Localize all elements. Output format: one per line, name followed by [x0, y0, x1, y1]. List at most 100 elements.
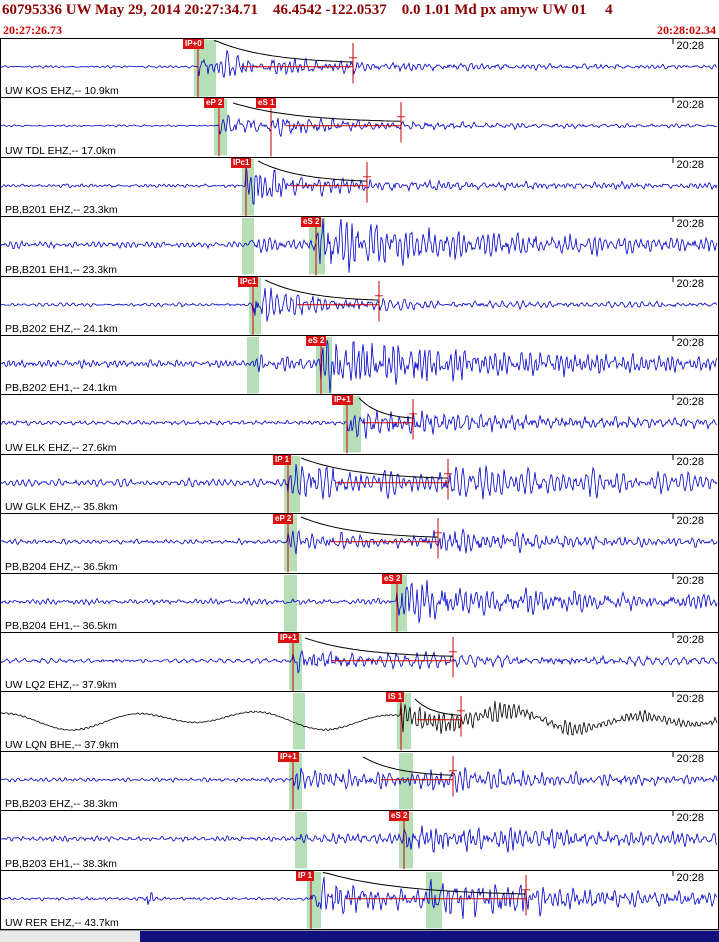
waveform-plot[interactable]	[1, 692, 718, 751]
waveform-plot[interactable]	[1, 454, 718, 514]
horizontal-scrollbar[interactable]	[0, 930, 719, 942]
pick-uncertainty-band	[194, 39, 216, 97]
trace-panel-8[interactable]: IP 1 UW GLK EHZ,-- 35.8km 20:28	[0, 454, 719, 515]
trace-panel-14[interactable]: eS 2 PB,B203 EH1,-- 38.3km 20:28	[0, 811, 719, 871]
trace-panel-13[interactable]: IP+1 PB,B203 EHZ,-- 38.3km 20:28	[0, 751, 719, 812]
pick-flag[interactable]: eS 1	[256, 98, 277, 109]
station-label: PB,B204 EH1,-- 36.5km	[5, 620, 118, 633]
trace-panel-5[interactable]: IPc1 PB,B202 EHZ,-- 24.1km 20:28	[0, 276, 719, 337]
pick-uncertainty-band	[214, 99, 227, 156]
waveform-plot[interactable]	[1, 39, 718, 98]
station-label: UW ELK EHZ,-- 27.6km	[5, 441, 117, 454]
pick-uncertainty-band	[284, 574, 297, 632]
waveform-plot[interactable]	[1, 514, 718, 573]
station-label: UW KOS EHZ,-- 10.9km	[5, 85, 119, 98]
waveform-plot[interactable]	[1, 336, 718, 395]
coda-decay-curve	[257, 160, 368, 182]
window-start-time: 20:27:26.73	[3, 23, 62, 37]
station-label: UW GLK EHZ,-- 35.8km	[5, 501, 118, 514]
coda-cross-marker	[444, 469, 452, 478]
pick-uncertainty-band	[249, 277, 261, 335]
event-summary-header: 60795336 UW May 29, 2014 20:27:34.71 46.…	[2, 2, 613, 18]
waveform-plot[interactable]	[1, 870, 718, 930]
pick-uncertainty-band	[391, 574, 407, 632]
station-label: PB,B203 EH1,-- 38.3km	[5, 857, 118, 870]
station-label: PB,B201 EHZ,-- 23.3km	[5, 204, 118, 217]
coda-cross-marker	[397, 113, 405, 122]
seismic-trace	[1, 410, 718, 440]
coda-decay-curve	[358, 398, 414, 420]
pick-flag[interactable]: IP+1	[278, 633, 299, 644]
waveform-plot[interactable]	[1, 157, 718, 217]
coda-cross-marker	[449, 766, 457, 775]
trace-panel-12[interactable]: iS 1 UW LQN BHE,-- 37.9km 20:28	[0, 692, 719, 752]
seismic-trace	[1, 579, 718, 623]
trace-panel-9[interactable]: eP 2 PB,B204 EHZ,-- 36.5km 20:28	[0, 514, 719, 574]
pick-uncertainty-band	[309, 218, 325, 275]
time-label: 20:28	[676, 634, 704, 647]
station-label: PB,B204 EHZ,-- 36.5km	[5, 560, 118, 573]
pick-flag[interactable]: IPc1	[238, 276, 259, 287]
time-label: 20:28	[676, 337, 704, 350]
coda-cross-marker	[349, 53, 357, 62]
trace-panel-2[interactable]: eP 2 eS 1 UW TDL EHZ,-- 17.0km 20:28	[0, 98, 719, 158]
station-label: PB,B201 EH1,-- 23.3km	[5, 263, 118, 276]
time-label: 20:28	[676, 158, 704, 171]
pick-flag[interactable]: eS 2	[389, 811, 410, 822]
seismic-trace	[1, 218, 718, 273]
coda-cross-marker	[457, 707, 465, 716]
time-label: 20:28	[676, 396, 704, 409]
trace-panel-11[interactable]: IP+1 UW LQ2 EHZ,-- 37.9km 20:28	[0, 633, 719, 693]
pick-flag[interactable]: iS 1	[386, 692, 405, 703]
time-label: 20:28	[676, 812, 704, 825]
waveform-plot[interactable]	[1, 276, 718, 336]
pick-uncertainty-band	[399, 812, 413, 869]
waveform-panel-stack: IP+0 UW KOS EHZ,-- 10.9km 20:28 eP 2 eS 1 UW …	[0, 38, 719, 931]
station-label: UW LQN BHE,-- 37.9km	[5, 738, 119, 751]
pick-flag[interactable]: eP 2	[273, 514, 294, 525]
pick-flag[interactable]: eS 2	[301, 217, 322, 228]
waveform-plot[interactable]	[1, 811, 718, 870]
trace-panel-6[interactable]: eS 2 PB,B202 EH1,-- 24.1km 20:28	[0, 336, 719, 396]
pick-flag[interactable]: IP+0	[183, 39, 204, 49]
trace-panel-15[interactable]: IP 1 UW RER EHZ,-- 43.7km 20:28	[0, 870, 719, 931]
pick-flag[interactable]: eS 2	[306, 336, 327, 347]
pick-flag[interactable]: IP+1	[278, 751, 299, 762]
time-label: 20:28	[676, 218, 704, 231]
time-label: 20:28	[676, 752, 704, 765]
coda-decay-curve	[300, 457, 449, 479]
trace-panel-3[interactable]: IPc1 PB,B201 EHZ,-- 23.3km 20:28	[0, 157, 719, 218]
pick-uncertainty-band	[284, 515, 297, 572]
waveform-plot[interactable]	[1, 633, 718, 692]
coda-decay-curve	[414, 699, 462, 717]
pick-flag[interactable]: IP+1	[332, 395, 353, 406]
pick-flag[interactable]: eS 2	[382, 573, 403, 584]
coda-cross-marker	[363, 172, 371, 181]
waveform-plot[interactable]	[1, 573, 718, 633]
pick-flag[interactable]: eP 2	[204, 98, 225, 109]
waveform-plot[interactable]	[1, 751, 718, 811]
seismic-trace	[1, 876, 718, 919]
pick-flag[interactable]: IP 1	[273, 454, 292, 465]
trace-panel-10[interactable]: eS 2 PB,B204 EH1,-- 36.5km 20:28	[0, 573, 719, 634]
station-label: UW LQ2 EHZ,-- 37.9km	[5, 679, 117, 692]
scrollbar-thumb[interactable]	[140, 931, 719, 942]
time-label: 20:28	[676, 693, 704, 706]
coda-decay-curve	[362, 756, 454, 776]
station-label: PB,B202 EH1,-- 24.1km	[5, 382, 118, 395]
seismic-trace	[1, 649, 718, 674]
pick-flag[interactable]: IPc1	[231, 157, 252, 168]
time-label: 20:28	[676, 455, 704, 468]
coda-decay-curve	[213, 40, 354, 63]
trace-panel-1[interactable]: IP+0 UW KOS EHZ,-- 10.9km 20:28	[0, 39, 719, 99]
trace-panel-7[interactable]: IP+1 UW ELK EHZ,-- 27.6km 20:28	[0, 395, 719, 455]
coda-decay-curve	[322, 871, 527, 895]
waveform-plot[interactable]	[1, 217, 718, 276]
time-label: 20:28	[676, 574, 704, 587]
station-label: UW TDL EHZ,-- 17.0km	[5, 144, 116, 157]
coda-decay-curve	[264, 279, 380, 301]
trace-panel-4[interactable]: eS 2 PB,B201 EH1,-- 23.3km 20:28	[0, 217, 719, 277]
pick-flag[interactable]: IP 1	[296, 870, 315, 881]
coda-cross-marker	[375, 291, 383, 300]
seismic-trace	[1, 163, 718, 205]
